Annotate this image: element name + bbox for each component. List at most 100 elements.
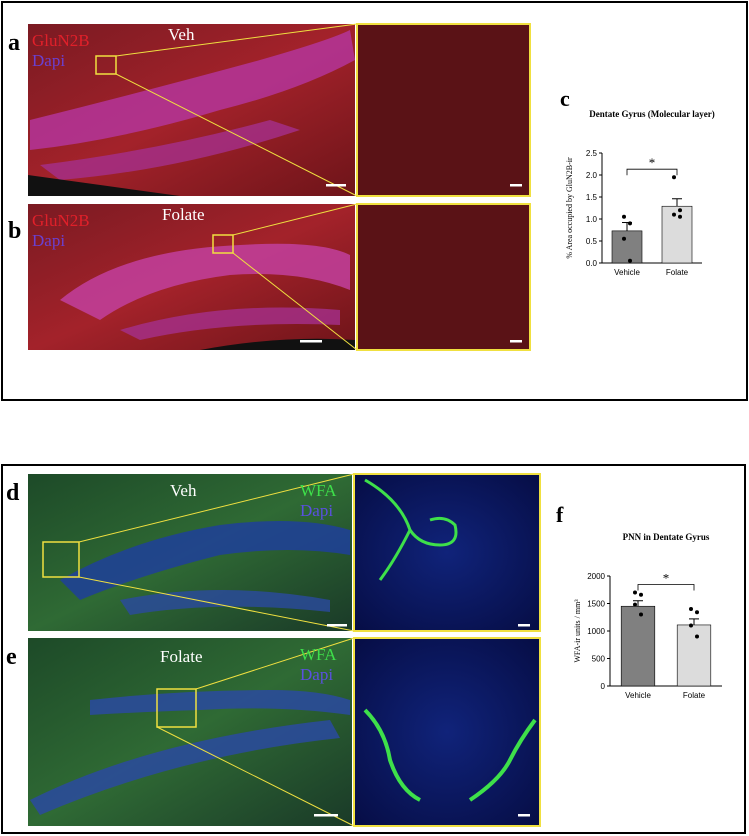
y-tick-label: 2000 — [587, 572, 605, 581]
bar — [620, 605, 656, 687]
panel-b: b GluN2B Dapi Folate — [8, 203, 531, 351]
y-tick-label: 500 — [592, 655, 606, 664]
zoom-line — [78, 473, 355, 543]
inset — [353, 637, 541, 827]
scale-bar — [518, 624, 530, 627]
bottom-frame — [1, 464, 746, 834]
chart-title: PNN in Dentate Gyrus — [623, 532, 710, 542]
data-point — [639, 592, 643, 597]
panel-letter: c — [560, 86, 570, 111]
data-point — [689, 623, 693, 628]
x-tick-label: Vehicle — [625, 691, 651, 700]
significance-bracket — [637, 584, 695, 591]
scale-bar — [314, 814, 338, 817]
data-point — [622, 236, 626, 241]
data-point — [672, 175, 676, 180]
panel-a: a GluN2B Dapi Veh — [8, 23, 531, 197]
bar — [661, 205, 693, 264]
cell — [363, 708, 537, 802]
scale-bar — [510, 340, 522, 343]
y-tick-label: 1000 — [587, 627, 605, 636]
significance: * — [649, 155, 656, 170]
chart-title: Dentate Gyrus (Molecular layer) — [589, 109, 715, 119]
panel-letter: d — [6, 480, 20, 506]
y-tick-label: 2.5 — [586, 149, 598, 158]
data-point — [695, 634, 699, 639]
data-point — [628, 258, 632, 263]
data-point — [695, 610, 699, 615]
data-point — [628, 221, 632, 226]
zoom-line — [156, 726, 355, 827]
scale-bar — [326, 184, 346, 187]
scale-bar — [510, 184, 522, 187]
x-tick-label: Folate — [666, 268, 689, 277]
inset — [356, 23, 531, 197]
condition-label: Veh — [170, 481, 197, 500]
panel-d: d WFA Dapi Veh — [6, 473, 541, 632]
data-point — [689, 607, 693, 611]
condition-label: Veh — [168, 25, 195, 44]
zoom-line — [115, 73, 358, 197]
y-tick-label: 0 — [601, 682, 606, 691]
panel-letter: f — [556, 502, 564, 527]
stain-label: Dapi — [300, 501, 333, 520]
y-axis-label: WFA-ir units / mm³ — [573, 599, 582, 663]
condition-label: Folate — [162, 205, 205, 224]
cell-layer — [90, 690, 350, 715]
zoom-line — [232, 252, 358, 351]
scale-bar — [327, 624, 347, 627]
significance: * — [663, 571, 670, 586]
y-tick-label: 0.0 — [586, 259, 598, 268]
stain-label: WFA — [300, 645, 337, 664]
significance-bracket — [626, 168, 678, 176]
roi — [95, 55, 117, 75]
data-point — [672, 212, 676, 217]
x-tick-label: Vehicle — [614, 268, 640, 277]
zoom-line — [232, 203, 358, 236]
roi — [156, 688, 197, 728]
cell-layer — [40, 120, 300, 180]
zoom-line — [115, 23, 358, 57]
roi — [42, 541, 80, 578]
stain-label: Dapi — [300, 665, 333, 684]
cell-layer — [30, 30, 355, 150]
data-point — [633, 602, 637, 607]
stain-label: Dapi — [32, 51, 65, 70]
scale-bar — [518, 814, 530, 817]
zoom-line — [195, 637, 355, 690]
panel-letter: e — [6, 644, 17, 670]
data-point — [678, 208, 682, 213]
bar — [611, 230, 643, 264]
stain-label: Dapi — [32, 231, 65, 250]
y-axis-label: % Area occupied by GluN2B-ir — [565, 157, 574, 259]
data-point — [639, 612, 643, 617]
stain-label: WFA — [300, 481, 337, 500]
cell-layer — [60, 243, 350, 320]
roi — [212, 234, 234, 254]
cell-layer — [60, 521, 350, 600]
scale-bar — [300, 340, 322, 343]
panel-letter: b — [8, 218, 21, 244]
inset — [356, 203, 531, 351]
y-tick-label: 1500 — [587, 600, 605, 609]
stain-label: GluN2B — [32, 211, 90, 230]
panel-letter: a — [8, 30, 20, 56]
data-point — [622, 214, 626, 219]
cell-layer — [120, 307, 340, 340]
y-tick-label: 1.5 — [586, 193, 598, 202]
data-point — [633, 590, 637, 595]
cell-layer — [120, 590, 330, 615]
bar — [676, 624, 712, 687]
y-tick-label: 1.0 — [586, 215, 598, 224]
y-tick-label: 2.0 — [586, 171, 598, 180]
stain-label: GluN2B — [32, 31, 90, 50]
cell-layer — [30, 720, 340, 815]
condition-label: Folate — [160, 647, 203, 666]
y-tick-label: 0.5 — [586, 237, 598, 246]
panel-e: e WFA Dapi Folate — [6, 637, 541, 827]
inset — [353, 473, 541, 632]
x-tick-label: Folate — [683, 691, 706, 700]
top-frame — [1, 1, 748, 401]
zoom-line — [78, 576, 355, 632]
